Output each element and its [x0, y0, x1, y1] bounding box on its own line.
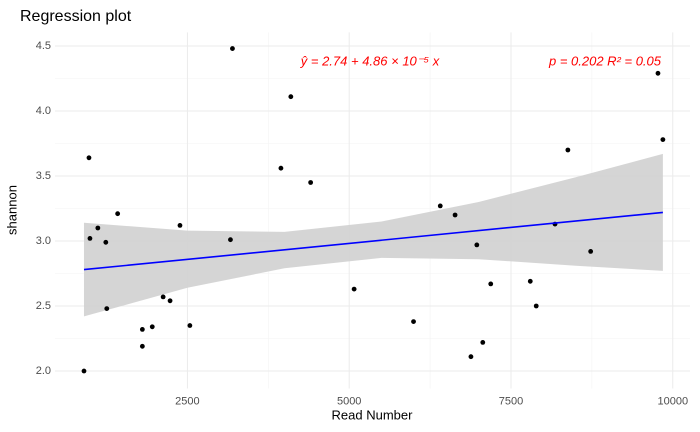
point [228, 237, 233, 243]
chart-title: Regression plot [20, 8, 132, 25]
point [488, 281, 494, 287]
point [86, 155, 92, 161]
point [468, 354, 474, 360]
point [149, 324, 155, 330]
point [95, 225, 101, 231]
y-axis-label: shannon [4, 185, 19, 235]
point [103, 239, 109, 245]
point [452, 212, 458, 218]
confidence-band [83, 153, 663, 317]
point [288, 94, 294, 100]
point [81, 368, 87, 374]
point [437, 203, 443, 209]
point [533, 303, 539, 309]
point [278, 165, 284, 171]
point [177, 223, 183, 228]
regression-line [83, 211, 663, 271]
point [187, 323, 193, 328]
point [527, 278, 533, 284]
point [104, 306, 110, 312]
point [565, 147, 571, 153]
point [87, 236, 93, 241]
y-tick-label: 3.5 [36, 170, 51, 182]
point [474, 242, 480, 248]
point [588, 249, 594, 254]
y-tick-label: 4.0 [36, 105, 51, 117]
x-tick-label: 7500 [499, 395, 523, 407]
point [139, 343, 145, 349]
point [230, 46, 235, 51]
point [115, 211, 121, 217]
x-tick-label: 5000 [337, 395, 361, 407]
point [660, 137, 666, 142]
y-tick-label: 4.5 [36, 40, 51, 52]
point [351, 286, 357, 292]
point [411, 319, 416, 325]
x-tick-label: 10000 [657, 395, 688, 407]
y-tick-label: 3.0 [36, 235, 51, 247]
point [480, 340, 486, 345]
point [308, 180, 314, 185]
y-tick-label: 2.0 [36, 365, 51, 377]
point [167, 298, 173, 304]
y-tick-label: 2.5 [36, 300, 51, 312]
point [160, 294, 166, 300]
stats-annotation: p = 0.202 R² = 0.05 [548, 53, 662, 68]
x-axis-label: Read Number [332, 407, 414, 422]
point [139, 327, 145, 332]
equation-annotation: ŷ = 2.74 + 4.86 × 10⁻⁵ x [300, 53, 440, 68]
point [655, 70, 661, 76]
x-tick-label: 2500 [175, 395, 199, 407]
